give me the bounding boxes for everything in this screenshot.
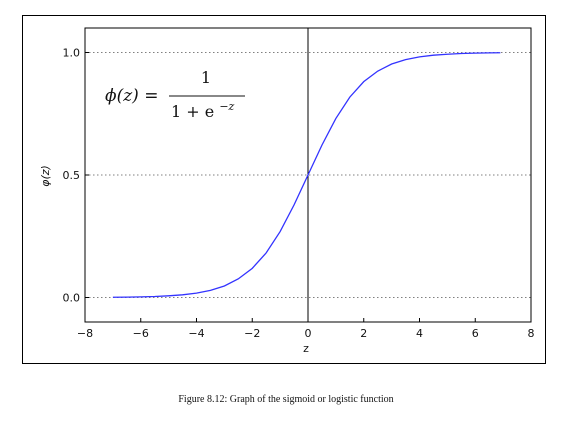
formula-numerator: 1 — [201, 68, 211, 87]
sigmoid-chart: −8 −6 −4 −2 0 2 4 6 8 0.0 0.5 1.0 z φ(z) ϕ(z) = 1 … — [39, 27, 535, 355]
formula-denominator: 1 + e −z — [171, 100, 235, 121]
y-tick-label: 0.0 — [63, 292, 81, 305]
x-tick-label: −2 — [244, 327, 260, 340]
y-axis-ticks: 0.0 0.5 1.0 — [63, 47, 89, 305]
x-tick-label: 6 — [472, 327, 479, 340]
y-tick-label: 1.0 — [63, 47, 81, 60]
sigmoid-curve — [112, 52, 501, 298]
figure-caption: Figure 8.12: Graph of the sigmoid or log… — [178, 394, 394, 405]
x-tick-label: 2 — [360, 327, 367, 340]
formula-annotation: ϕ(z) = 1 1 + e −z — [105, 68, 245, 121]
figure-frame: −8 −6 −4 −2 0 2 4 6 8 0.0 0.5 1.0 z φ(z) ϕ(z) = 1 … — [22, 15, 546, 364]
formula-denominator-base: 1 + e — [171, 102, 214, 121]
x-tick-label: −4 — [188, 327, 204, 340]
x-tick-label: −6 — [133, 327, 149, 340]
formula-lhs: ϕ(z) = — [105, 86, 158, 106]
x-axis-ticks: −8 −6 −4 −2 0 2 4 6 8 — [77, 318, 535, 340]
y-axis-label: φ(z) — [39, 165, 52, 187]
x-tick-label: −8 — [77, 327, 93, 340]
x-tick-label: 4 — [416, 327, 423, 340]
x-tick-label: 8 — [528, 327, 535, 340]
formula-denominator-exponent: −z — [219, 100, 234, 113]
x-tick-label: 0 — [305, 327, 312, 340]
y-tick-label: 0.5 — [63, 169, 81, 182]
x-axis-label: z — [303, 342, 309, 355]
